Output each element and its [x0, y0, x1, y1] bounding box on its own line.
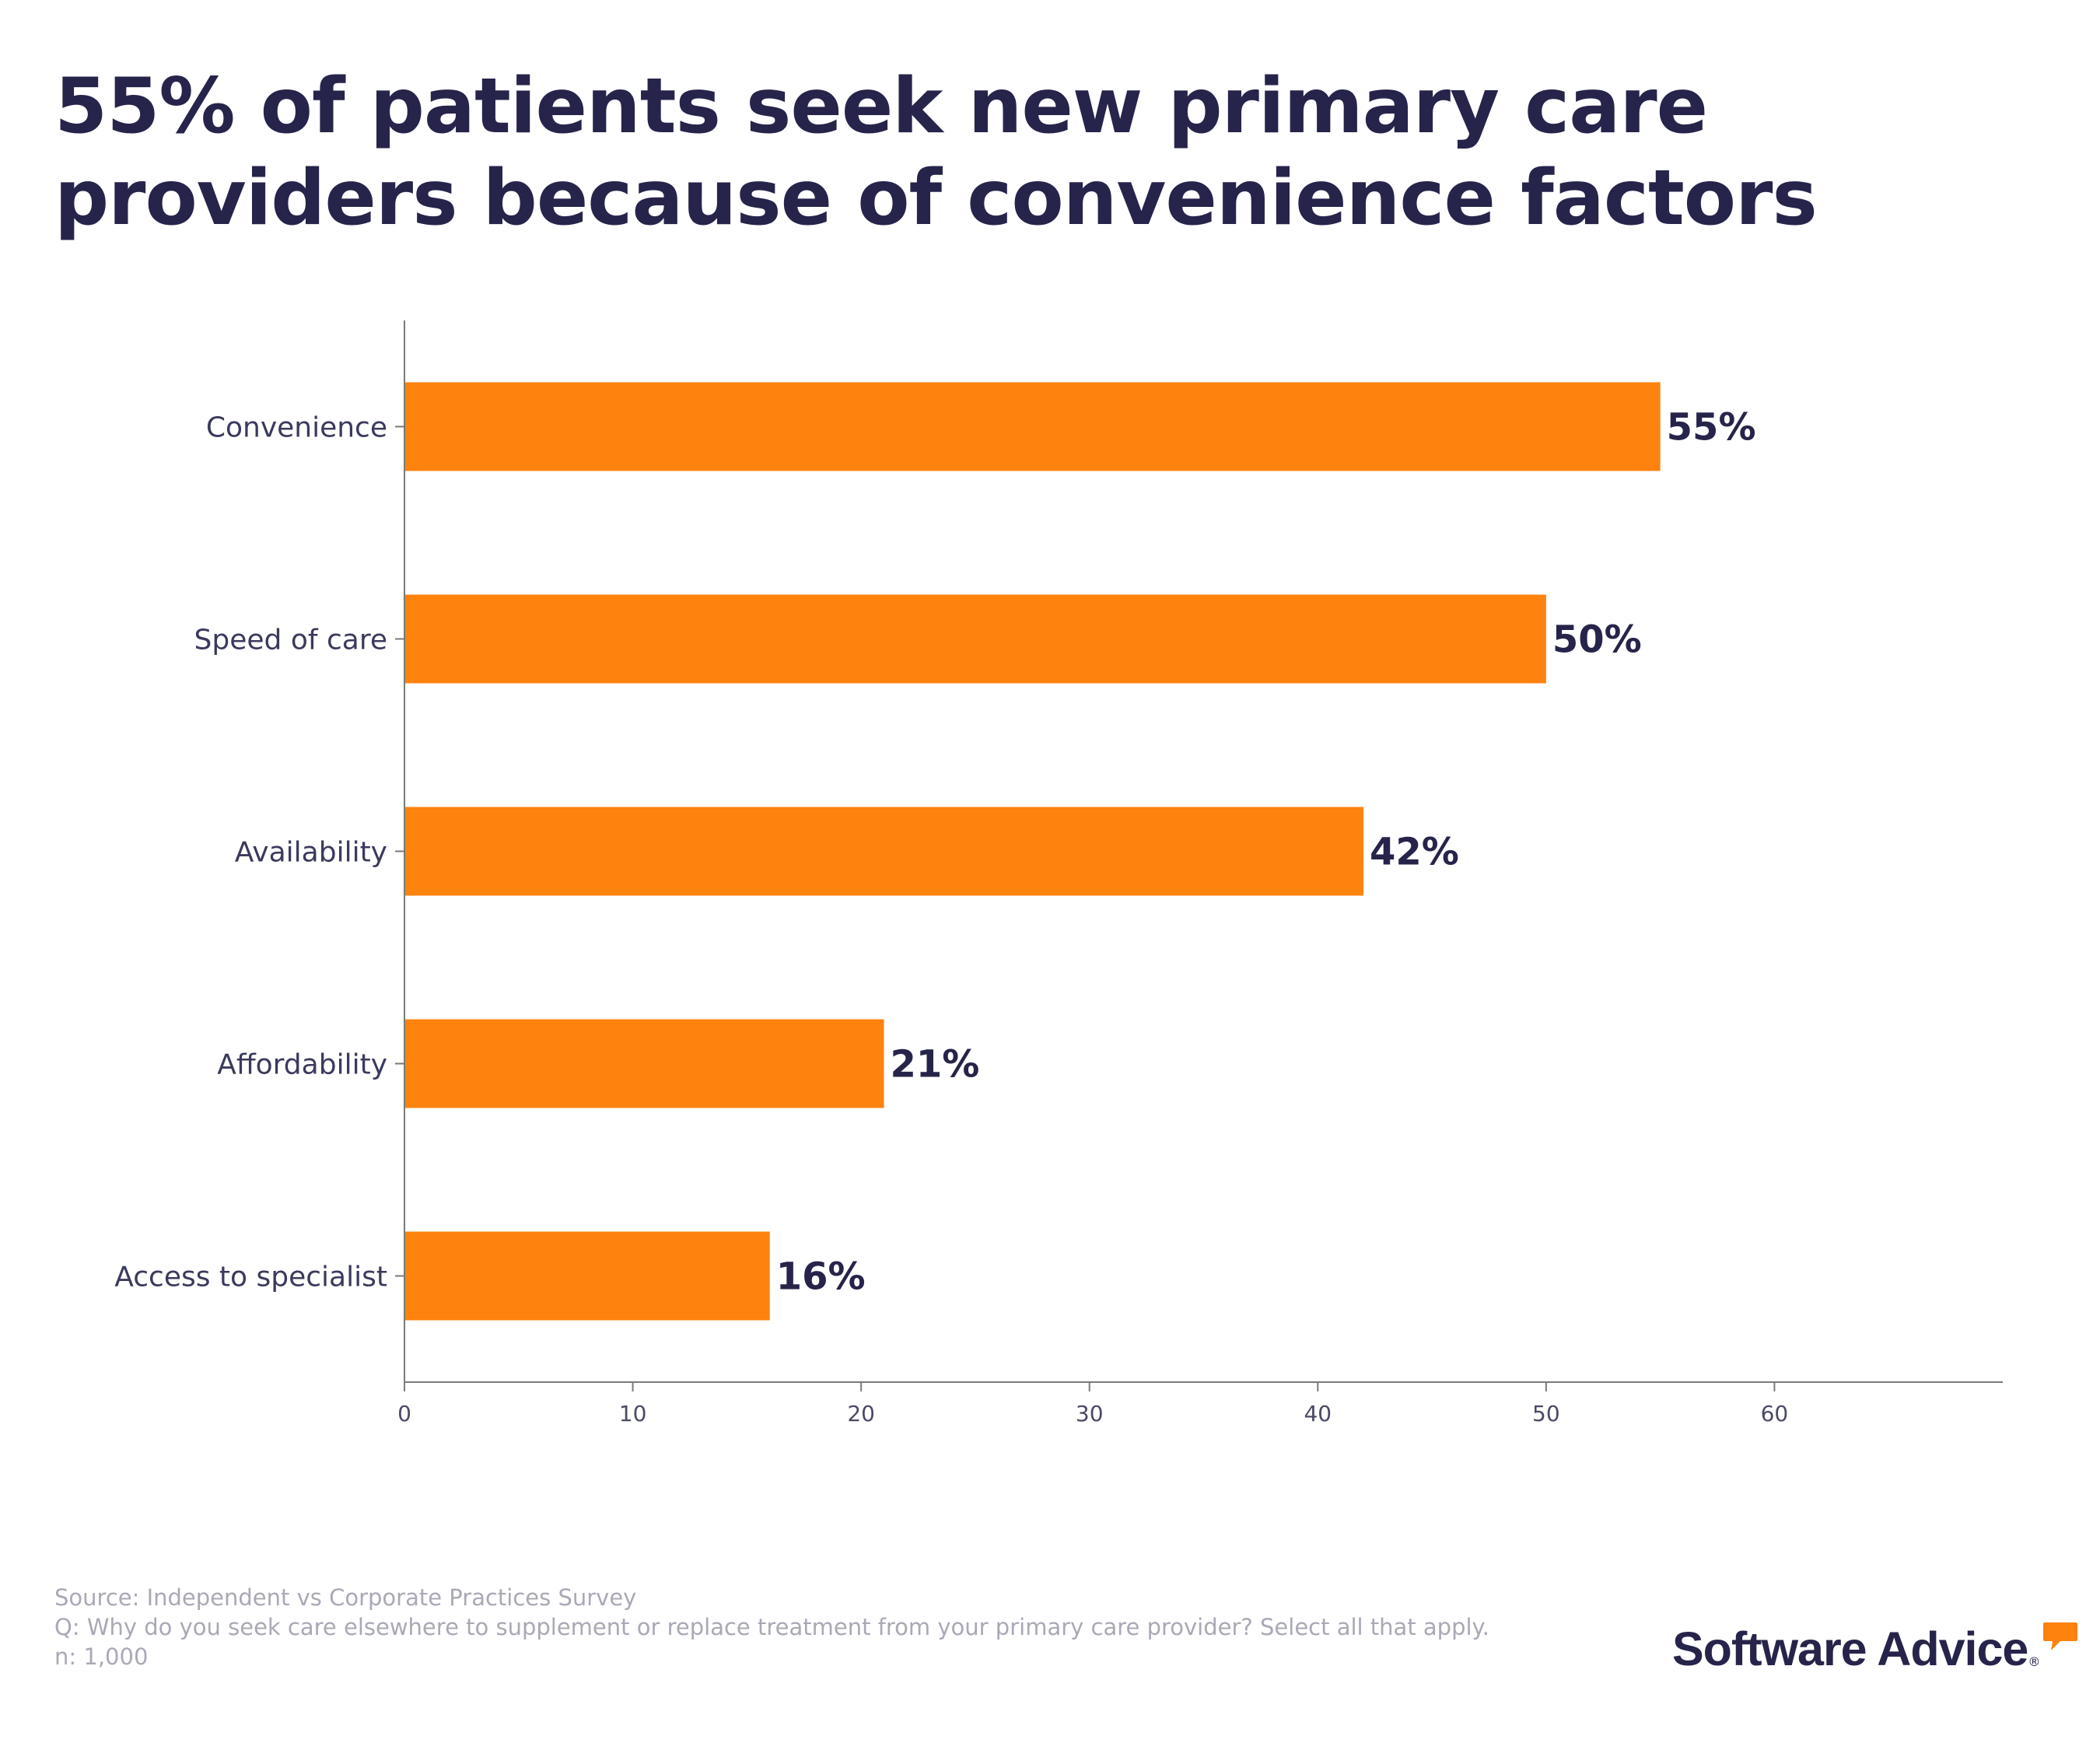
bar	[405, 1231, 770, 1321]
source-note: Source: Independent vs Corporate Practic…	[54, 1584, 637, 1611]
chart-footer: Source: Independent vs Corporate Practic…	[54, 1583, 1571, 1671]
x-tick-label: 60	[1761, 1401, 1789, 1426]
category-label: Availability	[235, 837, 387, 869]
category-label: Speed of care	[194, 625, 387, 656]
registered-mark: ®	[2028, 1654, 2041, 1669]
bar	[405, 1019, 884, 1108]
x-tick-label: 50	[1532, 1401, 1560, 1426]
bar	[405, 382, 1661, 471]
bar-chart: 0 10 20 30 40 50 60 Convenience 55% Speed of care…	[114, 320, 2003, 1426]
category-label: Access to specialist	[114, 1262, 387, 1293]
x-tick-label: 20	[847, 1401, 875, 1426]
category-label: Convenience	[206, 412, 387, 444]
x-tick-label: 0	[397, 1401, 411, 1426]
data-label: 55%	[1667, 406, 1756, 450]
bar	[405, 594, 1546, 684]
question-note: Q: Why do you seek care elsewhere to sup…	[54, 1614, 1489, 1640]
software-advice-logo: Software Advice ®	[1672, 1618, 2079, 1680]
category-label: Affordability	[217, 1049, 387, 1081]
sample-size-note: n: 1,000	[54, 1643, 149, 1670]
data-label: 16%	[776, 1255, 866, 1299]
logo-wordmark: Software Advice	[1672, 1622, 2028, 1675]
x-tick-label: 30	[1076, 1401, 1104, 1426]
x-tick-label: 10	[619, 1401, 647, 1426]
bar	[405, 807, 1363, 896]
data-label: 42%	[1370, 831, 1459, 874]
chart-title: 55% of patients seek new primary care pr…	[54, 62, 1818, 243]
data-label: 50%	[1552, 618, 1642, 662]
x-tick-label: 40	[1304, 1401, 1332, 1426]
data-label: 21%	[891, 1043, 980, 1087]
speech-bubble-icon	[2043, 1622, 2078, 1650]
